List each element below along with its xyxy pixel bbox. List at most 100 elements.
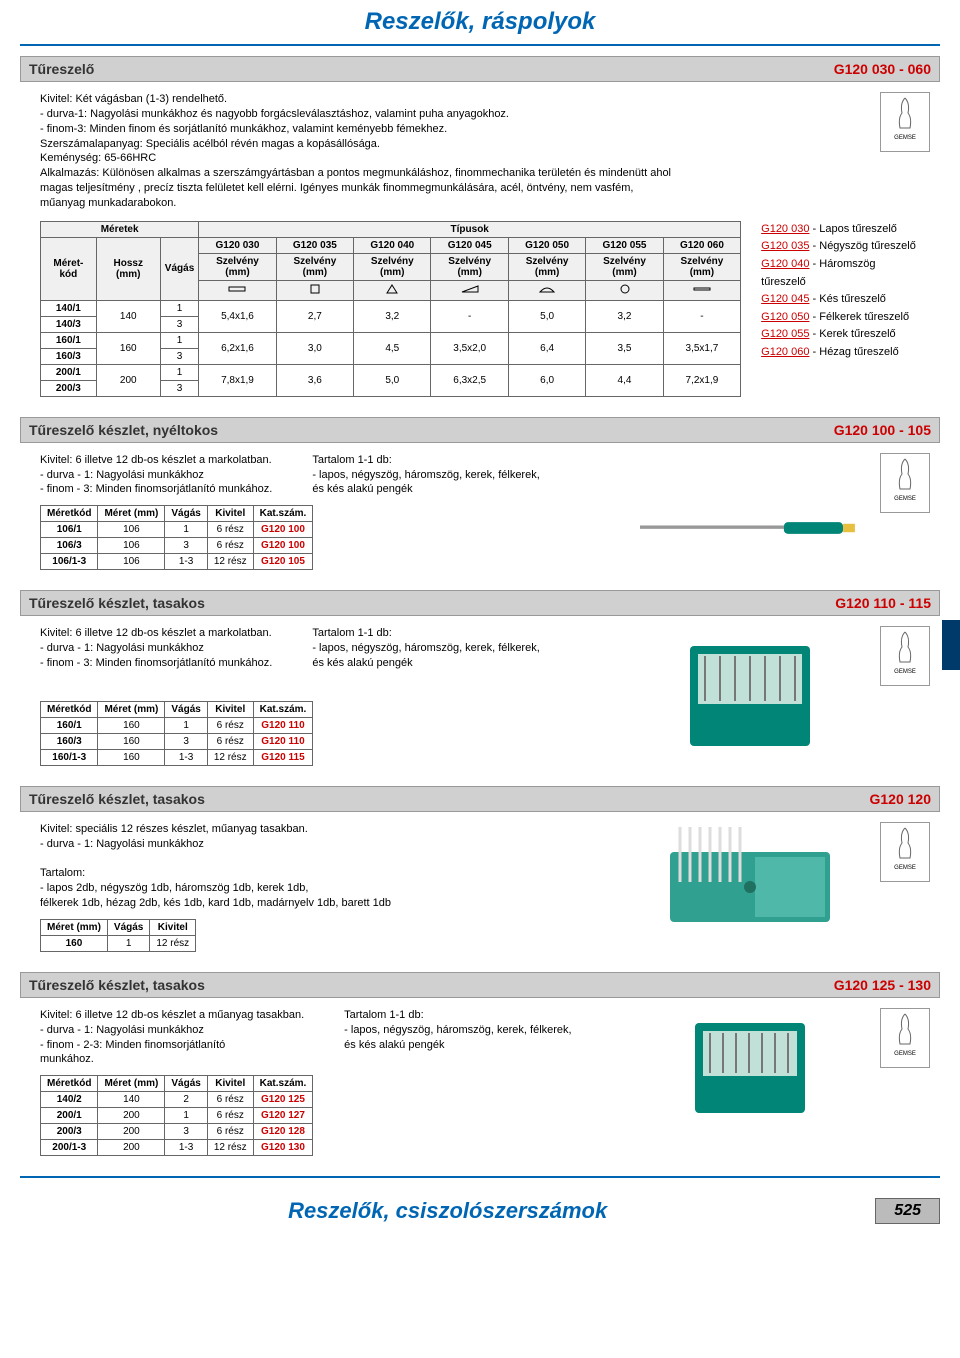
table-cell: 200/1-3 (41, 1140, 98, 1156)
table-cell: 7,8x1,9 (199, 364, 276, 396)
table-cell: 12 rész (207, 1140, 253, 1156)
table-cell: 106 (98, 522, 165, 538)
table-cell: 6,2x1,6 (199, 332, 276, 364)
desc-left: Kivitel: 6 illetve 12 db-os készlet a mű… (40, 1008, 304, 1067)
table-cell: 1 (165, 1108, 207, 1124)
brand-logo: GEMSE (880, 92, 930, 152)
legend-item: G120 060 - Hézag tűreszelő (761, 344, 920, 362)
table-cell: 4,5 (354, 332, 431, 364)
table-cell: 200 (98, 1108, 165, 1124)
section-4: Tűreszelő készlet, tasakos G120 120 GEMS… (20, 786, 940, 962)
shape-knife-icon (431, 280, 508, 300)
table-cell: 3 (165, 1124, 207, 1140)
section-title: Tűreszelő készlet, tasakos (29, 595, 205, 611)
table-cell: 200 (98, 1140, 165, 1156)
table-cell: 6 rész (207, 1124, 253, 1140)
th-szelveny: Szelvény (mm) (663, 253, 740, 280)
table-cell: 6 rész (207, 717, 253, 733)
table-cell: 160/3 (41, 348, 97, 364)
legend-text: - Hézag tűreszelő (809, 346, 898, 358)
table-header: Méret (mm) (41, 919, 108, 935)
page-title: Reszelők, ráspolyok (0, 8, 960, 36)
table-cell: 106/1 (41, 522, 98, 538)
table-cell: 2 (165, 1092, 207, 1108)
product-image-pouch (640, 636, 860, 756)
brand-logo: GEMSE (880, 626, 930, 686)
section4-desc: Kivitel: speciális 12 részes készlet, mű… (40, 822, 680, 911)
table-cell: 140/3 (41, 316, 97, 332)
table-cell: 12 rész (207, 749, 253, 765)
th-szelveny: Szelvény (mm) (199, 253, 276, 280)
shape-slot-icon (663, 280, 740, 300)
legend-code: G120 035 (761, 240, 809, 252)
legend-text: - Kés tűreszelő (809, 293, 885, 305)
table-cell: 160 (98, 717, 165, 733)
table-cell: 6 rész (207, 733, 253, 749)
table-cell: G120 110 (253, 733, 313, 749)
table-header: Kivitel (207, 506, 253, 522)
table-cell: 140 (98, 1092, 165, 1108)
table-cell: 3 (165, 733, 207, 749)
table-header: Vágás (165, 1076, 207, 1092)
table-cell: 1 (160, 364, 198, 380)
th-szelveny: Szelvény (mm) (508, 253, 585, 280)
table-cell: G120 100 (253, 522, 313, 538)
section-title-bar: Tűreszelő készlet, nyéltokos G120 100 - … (20, 417, 940, 443)
section-1: Tűreszelő G120 030 - 060 GEMSE Kivitel: … (20, 56, 940, 407)
legend-text: - Négyszög tűreszelő (809, 240, 915, 252)
th-code: G120 040 (354, 237, 431, 253)
table-cell: 6 rész (207, 1108, 253, 1124)
table-cell: 160 (98, 733, 165, 749)
section-title-bar: Tűreszelő készlet, tasakos G120 125 - 13… (20, 972, 940, 998)
table-cell: 3,5x2,0 (431, 332, 508, 364)
table-cell: 3,6 (276, 364, 353, 396)
table-cell: 3,5x1,7 (663, 332, 740, 364)
th-code: G120 055 (586, 237, 663, 253)
section-5: Tűreszelő készlet, tasakos G120 125 - 13… (20, 972, 940, 1166)
table-cell: 200/3 (41, 380, 97, 396)
table-header: Vágás (165, 701, 207, 717)
table-cell: G120 130 (253, 1140, 313, 1156)
section-2: Tűreszelő készlet, nyéltokos G120 100 - … (20, 417, 940, 581)
table-cell: 160 (41, 935, 108, 951)
section2-table: MéretkódMéret (mm)VágásKivitelKat.szám.1… (40, 505, 313, 570)
table-header: Kat.szám. (253, 1076, 313, 1092)
desc-right: Tartalom 1-1 db: - lapos, négyszög, háro… (344, 1008, 571, 1067)
th-hossz: Hossz (mm) (96, 237, 160, 300)
table-cell: 160 (96, 332, 160, 364)
table-cell: 12 rész (207, 554, 253, 570)
table-cell: G120 110 (253, 717, 313, 733)
table-cell: 106/3 (41, 538, 98, 554)
legend-item: G120 055 - Kerek tűreszelő (761, 326, 920, 344)
product-image-file (640, 513, 860, 543)
desc-right: Tartalom 1-1 db: - lapos, négyszög, háro… (312, 453, 539, 498)
table-cell: 140/2 (41, 1092, 98, 1108)
side-tab (942, 620, 960, 670)
section-title-bar: Tűreszelő készlet, tasakos G120 110 - 11… (20, 590, 940, 616)
table-header: Méret (mm) (98, 506, 165, 522)
product-image-pouch (640, 1013, 860, 1123)
table-cell: G120 105 (253, 554, 313, 570)
table-header: Kat.szám. (253, 506, 313, 522)
table-cell: G120 128 (253, 1124, 313, 1140)
legend-code: G120 050 (761, 311, 809, 323)
table-cell: 200 (98, 1124, 165, 1140)
section-title-bar: Tűreszelő készlet, tasakos G120 120 (20, 786, 940, 812)
table-cell: 1-3 (165, 749, 207, 765)
th-code: G120 030 (199, 237, 276, 253)
header-rule (20, 44, 940, 46)
page-header: Reszelők, ráspolyok (0, 0, 960, 44)
table-cell: 1 (165, 717, 207, 733)
table-cell: 160/3 (41, 733, 98, 749)
table-header: Méretkód (41, 1076, 98, 1092)
table-cell: 160/1-3 (41, 749, 98, 765)
table-cell: 7,2x1,9 (663, 364, 740, 396)
footer-rule (20, 1176, 940, 1178)
section1-desc: Kivitel: Két vágásban (1-3) rendelhető. … (40, 92, 680, 211)
table-cell: 6,4 (508, 332, 585, 364)
table-cell: 106 (98, 554, 165, 570)
section1-legend: G120 030 - Lapos tűreszelőG120 035 - Nég… (761, 221, 920, 362)
desc-left: Kivitel: 6 illetve 12 db-os készlet a ma… (40, 626, 272, 671)
th-vagas: Vágás (160, 237, 198, 300)
footer-title: Reszelők, csiszolószerszámok (20, 1198, 875, 1224)
